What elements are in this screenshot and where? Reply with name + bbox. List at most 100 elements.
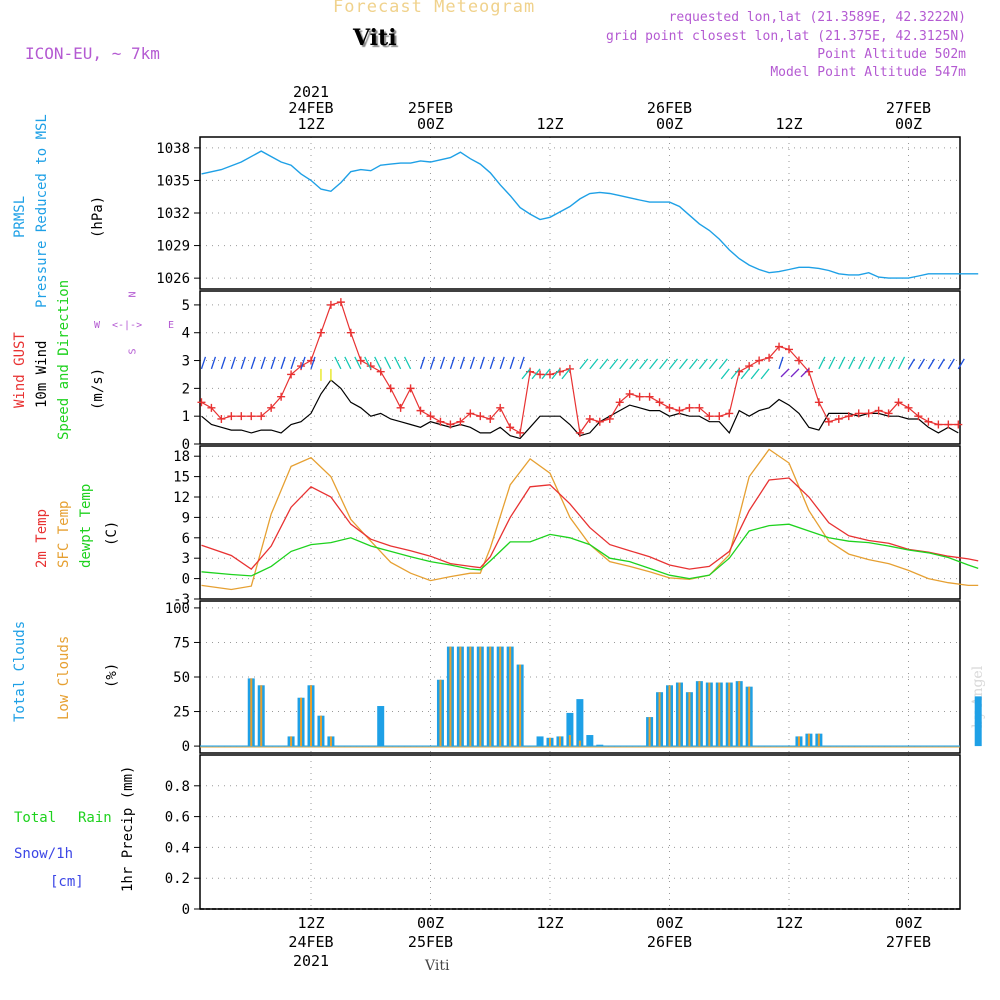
gust-marker xyxy=(346,328,355,337)
y-tick-label: 0.4 xyxy=(165,840,190,856)
wind-direction-arrow xyxy=(479,356,485,370)
total-cloud-bar xyxy=(377,706,385,747)
gust-marker xyxy=(645,392,654,401)
label-cm: [cm] xyxy=(50,874,84,890)
gust-marker xyxy=(625,389,634,398)
wind-direction-arrow xyxy=(519,356,525,370)
gust-marker xyxy=(316,328,325,337)
y-tick-label: 9 xyxy=(182,510,190,526)
wind-direction-arrow xyxy=(220,356,226,370)
bottom-time-label: 12Z xyxy=(536,914,563,932)
top-time-label: 25FEB xyxy=(408,99,453,117)
gust-marker xyxy=(794,356,803,365)
gust-marker xyxy=(326,300,335,309)
wind-direction-arrow xyxy=(649,358,659,370)
y-tick-label: 1026 xyxy=(156,271,190,287)
top-time-label: 12Z xyxy=(775,115,802,133)
gust-marker xyxy=(904,403,913,412)
bottom-time-label: 24FEB xyxy=(288,933,333,951)
wind-direction-arrow xyxy=(270,356,276,370)
compass-w: W xyxy=(94,320,101,331)
low-cloud-bar xyxy=(797,736,800,747)
panel-frame-pressure xyxy=(199,136,961,290)
gust-marker xyxy=(635,392,644,401)
gust-marker xyxy=(575,428,584,437)
gust-marker xyxy=(207,403,216,412)
low-cloud-bar xyxy=(329,736,332,747)
wind-direction-arrow xyxy=(310,356,316,370)
wind-direction-arrow xyxy=(718,358,728,370)
wind-direction-arrow xyxy=(489,356,495,370)
wind-direction-arrow xyxy=(619,358,629,370)
wind-direction-arrow xyxy=(740,368,750,380)
y-tick-label: 1029 xyxy=(156,239,190,255)
gust-marker xyxy=(755,356,764,365)
wind-direction-arrow xyxy=(344,356,352,370)
gust-marker xyxy=(546,370,554,379)
y-tick-label: 0 xyxy=(182,902,190,918)
wind-direction-arrow xyxy=(374,356,382,370)
wind-direction-arrow xyxy=(730,368,740,380)
low-cloud-bar xyxy=(300,697,303,747)
wind-direction-arrow xyxy=(200,356,207,370)
wind-direction-arrow xyxy=(429,356,436,370)
total-cloud-bar xyxy=(974,696,982,747)
low-cloud-bar xyxy=(738,681,741,747)
bottom-time-label: 2021 xyxy=(293,952,329,970)
wind-direction-arrow xyxy=(439,356,446,370)
wind-direction-arrow xyxy=(828,356,836,370)
low-cloud-bar xyxy=(469,646,472,747)
low-cloud-bar xyxy=(658,692,661,747)
wind-direction-arrow xyxy=(541,368,551,380)
gust-marker xyxy=(615,398,624,407)
wind-direction-arrow xyxy=(561,368,571,380)
gust-marker xyxy=(874,406,883,415)
low-cloud-bar xyxy=(479,646,482,747)
top-time-label: 00Z xyxy=(656,115,683,133)
low-cloud-bar xyxy=(260,685,263,747)
wind-direction-arrow xyxy=(927,358,935,370)
wind-direction-arrow xyxy=(947,358,955,370)
gust-marker xyxy=(516,428,525,437)
wind-direction-arrow xyxy=(937,358,945,370)
wind-direction-arrow xyxy=(698,358,708,370)
gust-marker xyxy=(695,403,704,412)
y-tick-label: 1 xyxy=(182,409,190,425)
gust-marker xyxy=(884,409,893,418)
wind-direction-arrow xyxy=(469,356,475,370)
wind-direction-arrow xyxy=(790,368,800,378)
low-cloud-bar xyxy=(688,692,691,747)
wind-direction-arrow xyxy=(760,368,770,380)
y-tick-label: 1035 xyxy=(156,173,190,189)
wind-direction-arrow xyxy=(907,358,916,370)
wind-direction-arrow xyxy=(668,358,679,370)
y-tick-label: 3 xyxy=(182,354,190,370)
gust-marker xyxy=(476,412,485,421)
wind-direction-arrow xyxy=(858,356,866,370)
y-tick-label: 0 xyxy=(182,572,190,588)
compass-e: E xyxy=(168,320,175,331)
gust-marker xyxy=(775,342,784,351)
wind-direction-arrow xyxy=(917,358,926,370)
gust-marker xyxy=(814,398,823,407)
wind-direction-arrow xyxy=(599,358,609,370)
top-time-label: 2021 xyxy=(293,83,329,101)
low-cloud-bar xyxy=(499,646,502,747)
gust-marker xyxy=(396,403,405,412)
low-cloud-bar xyxy=(678,682,681,747)
gust-marker xyxy=(506,423,515,432)
bottom-time-label: 26FEB xyxy=(647,933,692,951)
wind-direction-arrow xyxy=(364,356,372,370)
y-tick-label: 18 xyxy=(173,449,190,465)
y-tick-label: 3 xyxy=(182,551,190,567)
wind-direction-arrow xyxy=(750,368,760,380)
wind-direction-arrow xyxy=(419,356,426,370)
wind-direction-arrow xyxy=(878,356,886,370)
gust-marker xyxy=(864,409,873,418)
wind-direction-arrow xyxy=(589,358,599,370)
low-cloud-bar xyxy=(310,685,312,747)
gust-marker xyxy=(834,414,843,423)
low-cloud-bar xyxy=(648,717,651,747)
wind-direction-arrow xyxy=(629,358,639,370)
low-cloud-bar xyxy=(549,737,551,747)
